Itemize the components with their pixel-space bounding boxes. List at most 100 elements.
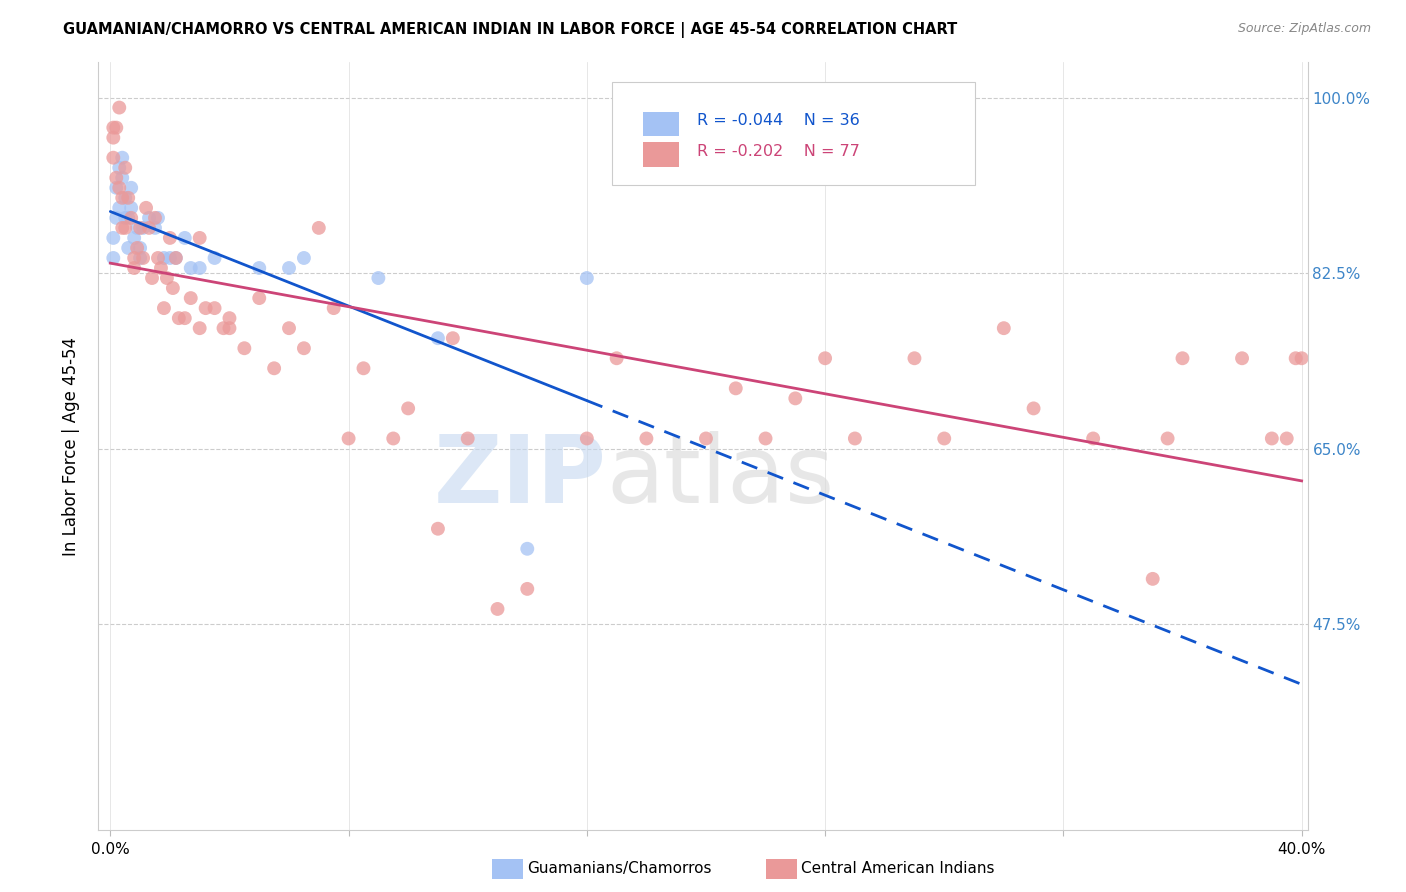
Point [1022,401,1045,416]
Point [263,361,285,376]
Point [111,170,134,185]
Point [132,251,155,265]
Point [754,432,776,446]
Point [322,301,344,315]
Point [844,432,866,446]
Point [138,220,160,235]
Point [165,251,187,265]
Point [103,130,125,145]
Point [120,201,142,215]
Point [114,161,136,175]
Point [135,201,157,215]
Point [1291,351,1313,366]
Point [396,401,419,416]
Point [153,251,176,265]
Point [156,271,179,285]
Text: Guamanians/Chamorros: Guamanians/Chamorros [527,862,711,876]
Point [204,301,226,315]
Point [141,271,163,285]
Point [105,170,128,185]
Point [114,220,136,235]
Point [1081,432,1104,446]
Point [120,211,142,225]
Point [143,220,166,235]
Point [117,241,139,255]
Point [108,181,131,195]
Point [188,321,211,335]
Point [785,392,807,406]
Point [382,432,405,446]
Point [188,260,211,275]
Point [1171,351,1194,366]
Point [122,260,145,275]
Point [173,311,195,326]
Point [149,260,172,275]
Text: GUAMANIAN/CHAMORRO VS CENTRAL AMERICAN INDIAN IN LABOR FORCE | AGE 45-54 CORRELA: GUAMANIAN/CHAMORRO VS CENTRAL AMERICAN I… [63,22,957,38]
Point [105,181,128,195]
Point [138,211,160,225]
Point [111,220,134,235]
Text: R = -0.044    N = 36: R = -0.044 N = 36 [697,113,859,128]
Point [103,251,125,265]
Y-axis label: In Labor Force | Age 45-54: In Labor Force | Age 45-54 [62,336,80,556]
Point [188,231,211,245]
Point [127,241,149,255]
Text: atlas: atlas [606,431,835,523]
Point [1275,432,1298,446]
Point [457,432,479,446]
Point [516,541,538,556]
Point [108,201,131,215]
Text: Central American Indians: Central American Indians [801,862,995,876]
Point [122,231,145,245]
Point [1156,432,1178,446]
Point [105,211,128,225]
Text: R = -0.202    N = 77: R = -0.202 N = 77 [697,144,860,159]
Point [934,432,956,446]
Point [308,220,330,235]
Point [108,161,131,175]
Point [153,301,176,315]
Point [180,291,202,305]
Point [724,381,747,395]
FancyBboxPatch shape [643,112,679,136]
Point [146,251,169,265]
Point [103,151,125,165]
Point [117,211,139,225]
Point [159,251,181,265]
Point [218,311,240,326]
FancyBboxPatch shape [643,142,679,167]
Point [247,260,270,275]
Point [117,191,139,205]
Point [132,220,155,235]
Point [173,231,195,245]
Point [194,301,217,315]
Point [278,321,301,335]
Point [292,251,315,265]
Point [337,432,360,446]
Point [180,260,202,275]
Point [127,220,149,235]
Text: ZIP: ZIP [433,431,606,523]
Point [353,361,375,376]
Point [695,432,717,446]
Point [129,251,152,265]
Point [212,321,235,335]
Point [146,211,169,225]
Point [103,231,125,245]
Point [167,311,190,326]
Point [111,191,134,205]
Point [486,602,509,616]
Point [247,291,270,305]
Point [111,151,134,165]
Point [516,582,538,596]
Point [1261,432,1284,446]
Point [165,251,187,265]
Text: Source: ZipAtlas.com: Source: ZipAtlas.com [1237,22,1371,36]
Point [1142,572,1164,586]
Point [575,271,598,285]
Point [575,432,598,446]
FancyBboxPatch shape [613,81,976,186]
Point [367,271,389,285]
Point [292,341,315,355]
Point [162,281,184,295]
